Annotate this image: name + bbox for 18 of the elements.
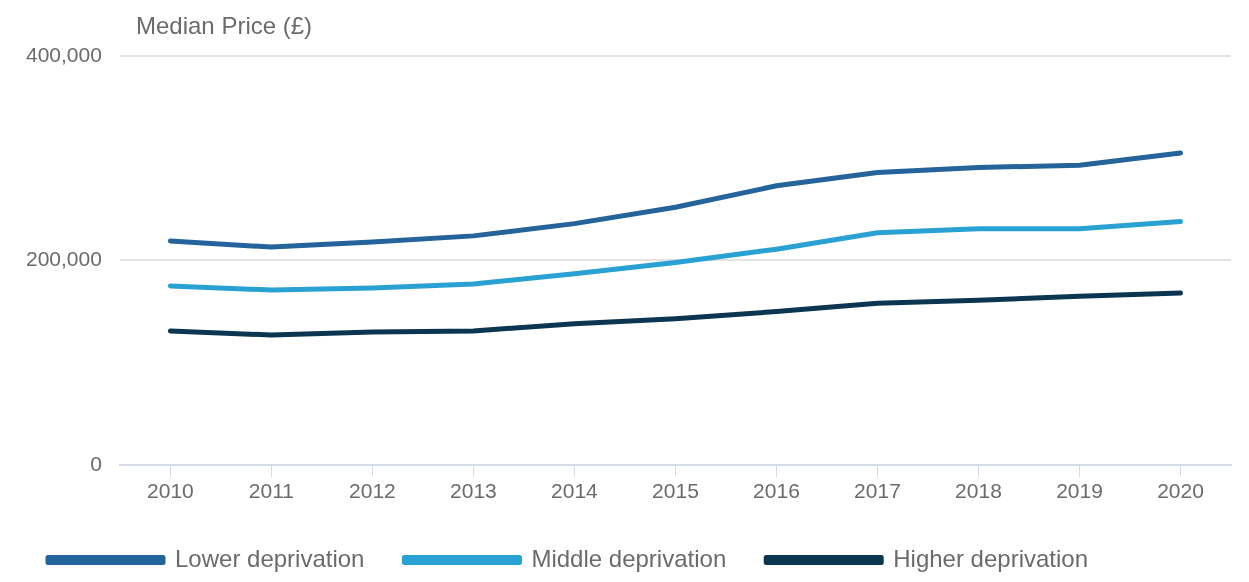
x-tick-label: 2014 (551, 479, 599, 503)
x-tick-label: 2020 (1157, 479, 1204, 503)
x-tick-label: 2019 (1056, 479, 1103, 503)
x-tick-label: 2010 (147, 479, 194, 503)
x-tick-label: 2013 (450, 479, 497, 503)
x-tick-label: 2016 (753, 479, 800, 503)
y-tick-label: 200,000 (25, 247, 102, 271)
x-tick-label: 2017 (854, 479, 901, 503)
y-tick-label: 0 (90, 451, 102, 475)
legend-label: Higher deprivation (893, 544, 1088, 572)
x-tick-label: 2011 (248, 479, 295, 503)
x-tick-label: 2015 (652, 479, 699, 503)
y-axis-title: Median Price (£) (136, 12, 313, 40)
x-tick-label: 2012 (349, 479, 396, 503)
x-tick-label: 2018 (955, 479, 1002, 503)
y-tick-label: 400,000 (25, 42, 102, 66)
legend-label: Lower deprivation (175, 544, 365, 572)
legend-label: Middle deprivation (531, 544, 727, 572)
